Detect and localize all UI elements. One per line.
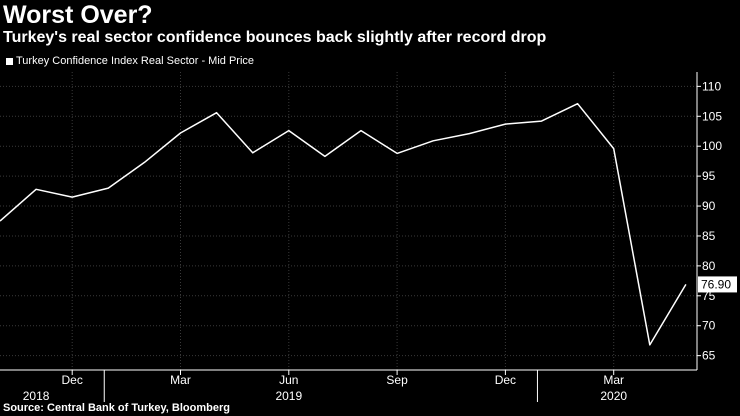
y-tick-label: 110	[702, 79, 721, 93]
chart-subtitle: Turkey's real sector confidence bounces …	[3, 29, 547, 46]
gridlines	[0, 72, 697, 370]
legend: Turkey Confidence Index Real Sector - Mi…	[6, 55, 254, 67]
y-tick-label: 95	[702, 169, 716, 183]
y-tick-label: 85	[702, 229, 716, 243]
year-label: 2019	[275, 389, 302, 403]
year-label: 2020	[600, 389, 627, 403]
y-tick-label: 80	[702, 259, 716, 273]
y-tick-label: 70	[702, 319, 716, 333]
x-tick-label: Sep	[386, 373, 408, 387]
x-tick-label: Mar	[603, 373, 624, 387]
legend-swatch	[6, 57, 13, 65]
y-tick-label: 100	[702, 139, 722, 153]
last-value-label: 76.90	[701, 277, 731, 291]
last-value-box	[698, 276, 737, 293]
x-tick-label: Dec	[62, 373, 83, 387]
y-tick-label: 90	[702, 199, 716, 213]
y-tick-label: 65	[702, 349, 716, 363]
axes	[0, 72, 701, 402]
series-layer	[0, 102, 687, 346]
x-tick-label: Jun	[279, 373, 298, 387]
legend-label: Turkey Confidence Index Real Sector - Mi…	[16, 55, 255, 67]
x-tick-label: Mar	[170, 373, 191, 387]
source-note: Source: Central Bank of Turkey, Bloomber…	[3, 402, 230, 414]
chart-title: Worst Over?	[3, 1, 153, 29]
x-tick-label: Dec	[495, 373, 516, 387]
year-label: 2018	[23, 389, 50, 403]
y-tick-label: 105	[702, 109, 722, 123]
series-line	[0, 102, 687, 346]
